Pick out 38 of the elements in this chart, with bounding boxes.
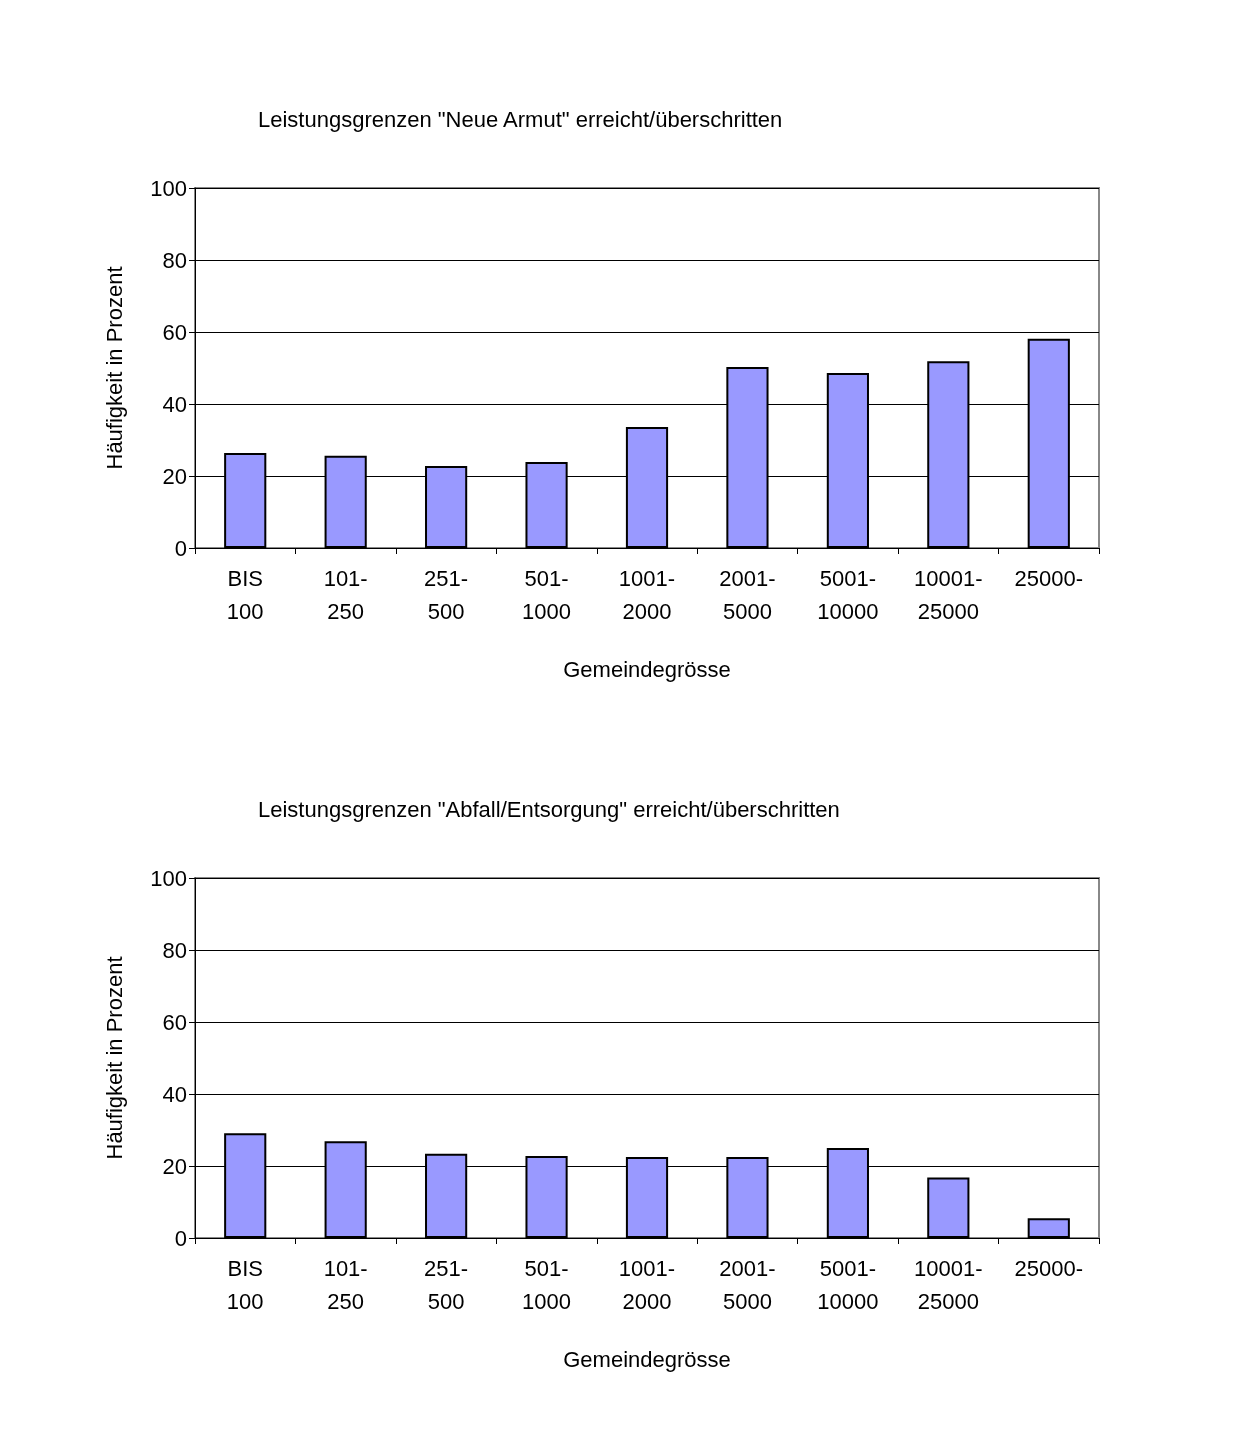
bar: [1027, 1218, 1070, 1238]
chart-title: Leistungsgrenzen "Neue Armut" erreicht/überschritten: [258, 106, 783, 132]
y-tick-label: 100: [150, 865, 187, 891]
y-tick-label: 80: [162, 247, 187, 273]
x-tick-label: 10001- 25000: [914, 1256, 983, 1314]
x-tick-label: 10001- 25000: [914, 566, 983, 624]
x-tick-label: 101- 250: [323, 566, 368, 624]
x-tick-label: 5001- 10000: [817, 1256, 879, 1314]
x-tick-label: BIS 100: [226, 1256, 264, 1314]
y-tick-label: 80: [162, 937, 187, 963]
x-tick-label: 501- 1000: [522, 1256, 572, 1314]
x-tick-label: 1001- 2000: [618, 1256, 676, 1314]
x-tick-label: 101- 250: [323, 1256, 368, 1314]
x-axis-title: Gemeindegrösse: [563, 1346, 731, 1372]
y-axis-title: Häufigkeit in Prozent: [101, 266, 127, 470]
x-tick-label: 501- 1000: [522, 566, 572, 624]
x-tick-label: BIS 100: [226, 566, 264, 624]
y-tick-label: 60: [162, 319, 187, 345]
y-tick-label: 40: [162, 1081, 187, 1107]
x-tick-label: 2001- 5000: [719, 566, 776, 624]
x-axis-title: Gemeindegrösse: [563, 656, 731, 682]
y-tick-label: 60: [162, 1009, 187, 1035]
y-tick-label: 40: [162, 391, 187, 417]
y-tick-label: 20: [162, 1153, 187, 1179]
x-tick-label: 2001- 5000: [719, 1256, 776, 1314]
y-tick-label: 0: [174, 535, 187, 561]
chart-title: Leistungsgrenzen "Abfall/Entsorgung" erreicht/überschritten: [258, 796, 840, 822]
x-tick-label: 25000-: [1014, 1256, 1084, 1281]
x-tick-label: 251- 500: [424, 1256, 469, 1314]
y-tick-label: 100: [150, 175, 187, 201]
x-tick-label: 1001- 2000: [618, 566, 676, 624]
y-tick-label: 20: [162, 463, 187, 489]
y-tick-label: 0: [174, 1225, 187, 1251]
x-tick-label: 251- 500: [424, 566, 469, 624]
x-tick-label: 5001- 10000: [817, 566, 879, 624]
bar: [927, 1177, 970, 1238]
x-tick-label: 25000-: [1014, 566, 1084, 591]
y-axis-title: Häufigkeit in Prozent: [101, 956, 127, 1160]
